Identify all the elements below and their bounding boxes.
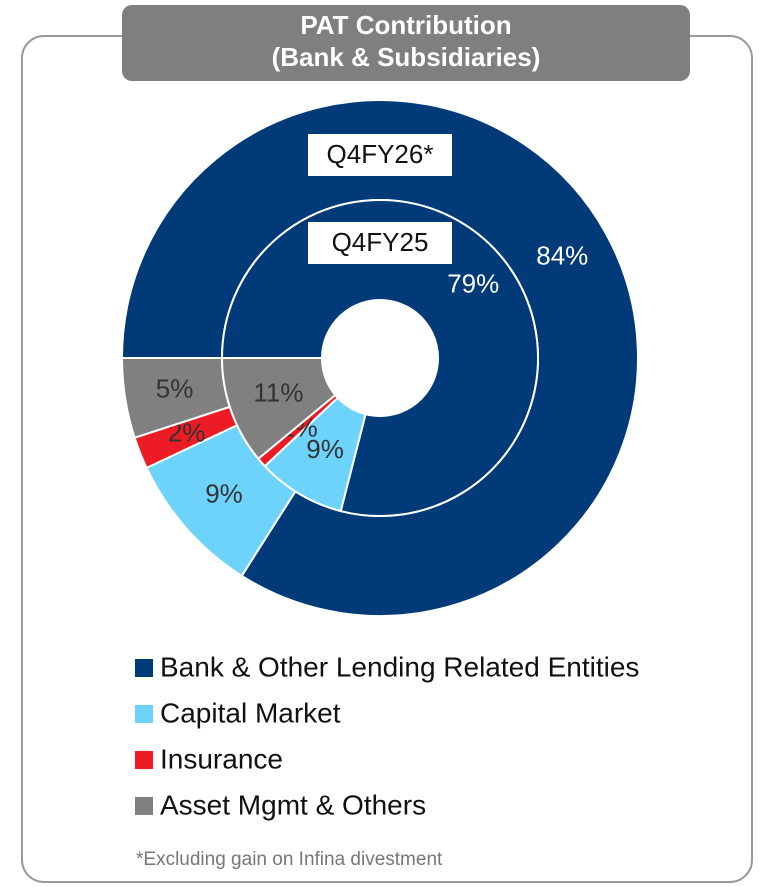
data-label: 79% [447, 269, 499, 299]
legend-label: Insurance [160, 743, 283, 774]
legend-label: Capital Market [160, 697, 341, 728]
chart-subtitle: (Bank & Subsidiaries) [272, 42, 541, 72]
data-label: 9% [205, 478, 243, 508]
chart-title: PAT Contribution [300, 10, 511, 40]
slice [220, 357, 337, 461]
data-label: 11% [253, 377, 303, 407]
legend-swatch [135, 751, 153, 769]
legend-swatch [135, 659, 153, 677]
legend-label: Bank & Other Lending Related Entities [160, 651, 639, 682]
legend-label: Asset Mgmt & Others [160, 789, 426, 820]
title-box [122, 5, 690, 81]
data-label: 84% [536, 241, 588, 271]
series-label: Q4FY25 [332, 227, 429, 257]
legend-swatch [135, 797, 153, 815]
slice [220, 199, 539, 517]
data-label: 5% [156, 373, 194, 403]
data-label: 9% [306, 434, 344, 464]
series-label-box [308, 134, 452, 176]
series-label: Q4FY26* [327, 139, 434, 169]
series-label-box [308, 222, 452, 264]
footnote: *Excluding gain on Infina divestment [136, 849, 443, 870]
legend-swatch [135, 705, 153, 723]
